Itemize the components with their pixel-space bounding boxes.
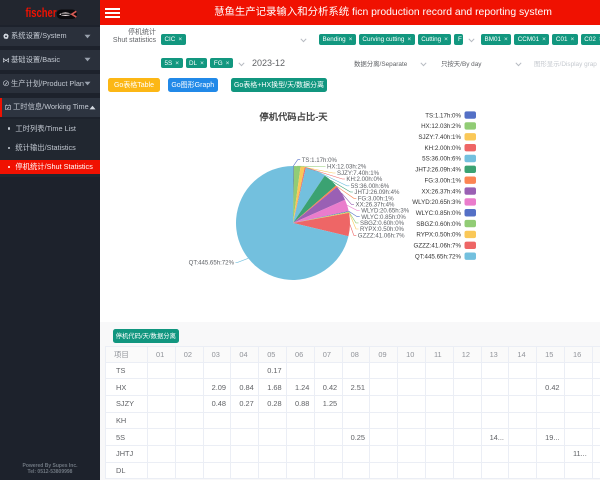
- svg-text:HX:12.03h:2%: HX:12.03h:2%: [327, 164, 367, 171]
- svg-text:TS:1.17h:0%: TS:1.17h:0%: [425, 112, 461, 119]
- svg-text:QT:445.65h:72%: QT:445.65h:72%: [415, 253, 462, 260]
- svg-text:WLYC:0.85h:0%: WLYC:0.85h:0%: [416, 210, 462, 217]
- svg-text:RYPX:0.50h:0%: RYPX:0.50h:0%: [416, 232, 461, 239]
- svg-text:WLYD:20.65h:3%: WLYD:20.65h:3%: [361, 208, 410, 215]
- svg-text:XX:26.37h:4%: XX:26.37h:4%: [421, 188, 461, 195]
- svg-text:QT:445.65h:72%: QT:445.65h:72%: [189, 260, 235, 267]
- svg-text:SJZY:7.40h:1%: SJZY:7.40h:1%: [337, 170, 380, 177]
- svg-text:5S:36.00h:6%: 5S:36.00h:6%: [422, 156, 461, 163]
- svg-text:RYPX:0.50h:0%: RYPX:0.50h:0%: [360, 226, 405, 233]
- svg-text:FG:3.00h:1%: FG:3.00h:1%: [425, 177, 462, 184]
- svg-text:KH:2.00h:0%: KH:2.00h:0%: [425, 145, 462, 152]
- svg-text:JHTJ:26.09h:4%: JHTJ:26.09h:4%: [415, 167, 461, 174]
- svg-text:XX:26.37h:4%: XX:26.37h:4%: [356, 202, 396, 209]
- svg-text:TS:1.17h:0%: TS:1.17h:0%: [302, 157, 338, 164]
- svg-text:5S:36.00h:6%: 5S:36.00h:6%: [351, 183, 390, 190]
- svg-text:WLYD:20.65h:3%: WLYD:20.65h:3%: [412, 199, 461, 206]
- svg-text:GZZZ:41.06h:7%: GZZZ:41.06h:7%: [358, 233, 405, 240]
- svg-text:SBGZ:0.60h:0%: SBGZ:0.60h:0%: [416, 221, 461, 228]
- svg-text:JHTJ:26.09h:4%: JHTJ:26.09h:4%: [354, 189, 400, 196]
- svg-text:WLYC:0.85h:0%: WLYC:0.85h:0%: [361, 214, 406, 221]
- svg-text:停机代码占比-天: 停机代码占比-天: [259, 111, 328, 122]
- svg-text:SBGZ:0.60h:0%: SBGZ:0.60h:0%: [360, 220, 405, 227]
- svg-text:HX:12.03h:2%: HX:12.03h:2%: [421, 123, 461, 130]
- svg-text:fischer: fischer: [26, 6, 57, 20]
- svg-text:SJZY:7.40h:1%: SJZY:7.40h:1%: [418, 134, 461, 141]
- svg-text:KH:2.00h:0%: KH:2.00h:0%: [346, 176, 382, 183]
- svg-text:FG:3.00h:1%: FG:3.00h:1%: [358, 196, 394, 203]
- svg-text:GZZZ:41.06h:7%: GZZZ:41.06h:7%: [414, 243, 462, 250]
